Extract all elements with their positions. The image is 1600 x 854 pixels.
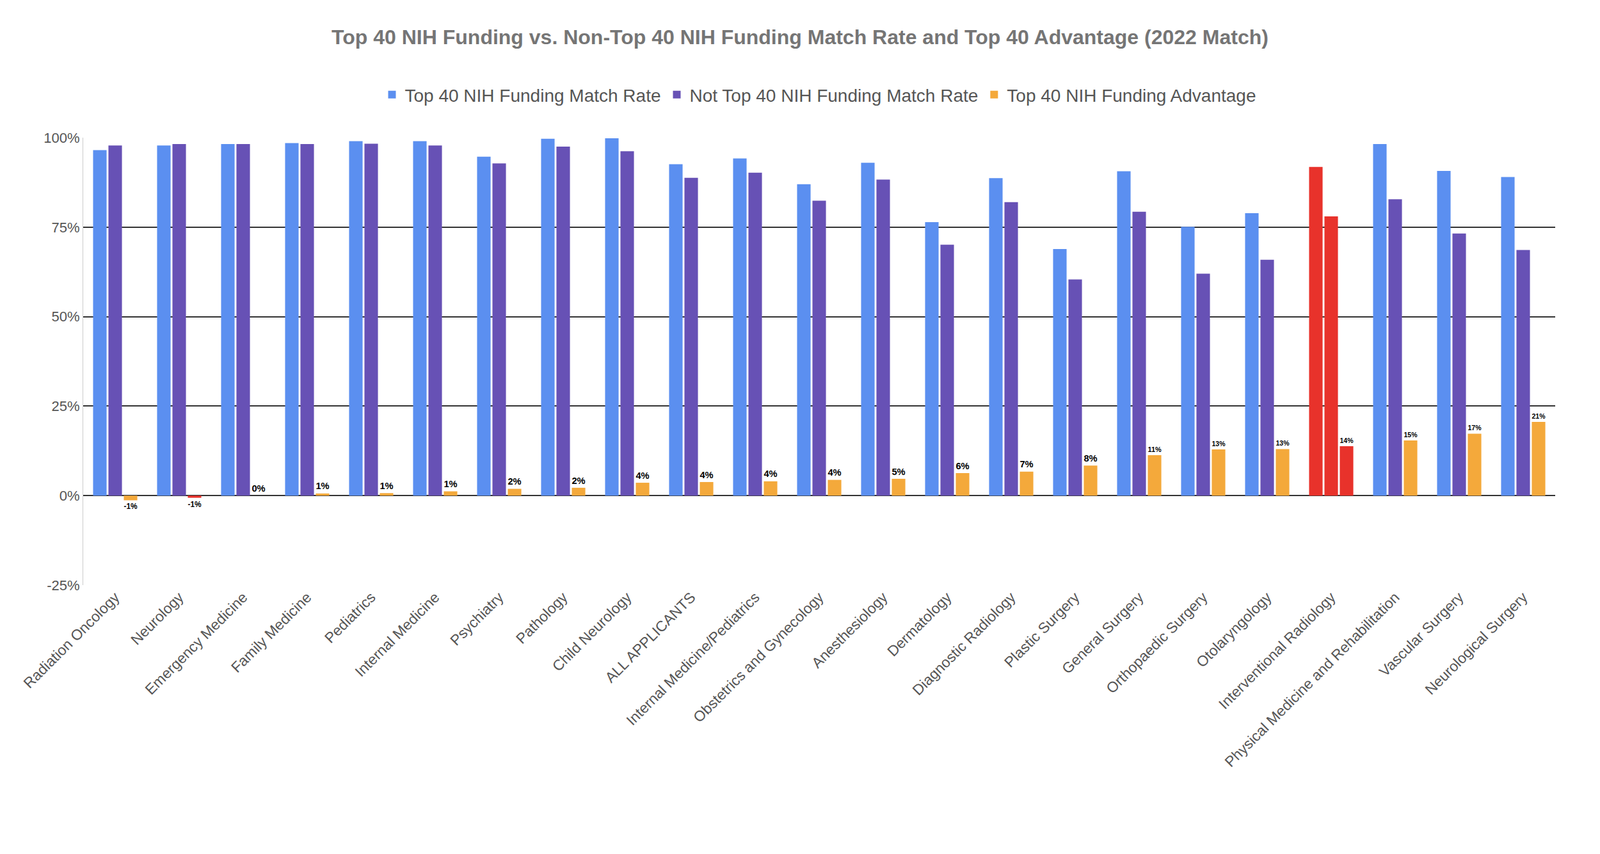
svg-text:17%: 17%	[1467, 423, 1482, 432]
svg-text:0%: 0%	[251, 483, 265, 494]
svg-text:4%: 4%	[635, 470, 649, 481]
svg-text:Vascular Surgery: Vascular Surgery	[1376, 588, 1467, 680]
svg-text:Top 40 NIH Funding vs. Non-Top: Top 40 NIH Funding vs. Non-Top 40 NIH Fu…	[331, 25, 1269, 49]
svg-text:11%: 11%	[1147, 445, 1161, 454]
svg-text:Top 40 NIH Funding Advantage: Top 40 NIH Funding Advantage	[1006, 85, 1256, 106]
svg-text:2%: 2%	[571, 475, 585, 486]
svg-text:Interventional Radiology: Interventional Radiology	[1215, 588, 1339, 712]
svg-text:Physical Medicine and Rehabili: Physical Medicine and Rehabilitation	[1221, 588, 1403, 770]
svg-text:5%: 5%	[891, 466, 905, 477]
svg-text:Pediatrics: Pediatrics	[321, 588, 379, 647]
svg-text:100%: 100%	[43, 129, 80, 146]
svg-text:Obstetrics and Gynecology: Obstetrics and Gynecology	[689, 588, 827, 726]
svg-text:1%: 1%	[379, 480, 393, 491]
svg-text:Orthopaedic Surgery: Orthopaedic Surgery	[1102, 588, 1211, 697]
svg-text:Dermatology: Dermatology	[883, 588, 955, 660]
svg-text:Internal Medicine/Pediatrics: Internal Medicine/Pediatrics	[623, 588, 763, 729]
svg-text:Anesthesiology: Anesthesiology	[808, 588, 891, 671]
svg-text:1%: 1%	[443, 478, 457, 489]
svg-text:0%: 0%	[59, 487, 80, 504]
svg-text:Diagnostic Radiology: Diagnostic Radiology	[908, 588, 1019, 699]
svg-text:6%: 6%	[955, 460, 969, 472]
svg-text:Not Top 40 NIH Funding Match R: Not Top 40 NIH Funding Match Rate	[689, 85, 978, 106]
svg-text:8%: 8%	[1083, 453, 1097, 464]
svg-text:15%: 15%	[1403, 430, 1418, 439]
svg-text:Neurology: Neurology	[127, 588, 187, 648]
svg-text:4%: 4%	[699, 469, 713, 480]
svg-text:Radiation Oncology: Radiation Oncology	[19, 588, 123, 692]
svg-text:Emergency Medicine: Emergency Medicine	[141, 588, 251, 698]
svg-text:1%: 1%	[315, 480, 329, 491]
svg-text:Pathology: Pathology	[512, 588, 571, 647]
svg-text:-1%: -1%	[123, 501, 138, 511]
svg-text:21%: 21%	[1531, 412, 1546, 420]
svg-text:14%: 14%	[1339, 436, 1354, 445]
svg-text:2%: 2%	[507, 476, 521, 487]
svg-text:7%: 7%	[1019, 458, 1033, 470]
svg-text:Family Medicine: Family Medicine	[227, 588, 315, 676]
svg-text:4%: 4%	[827, 467, 841, 478]
svg-text:13%: 13%	[1211, 439, 1226, 448]
svg-text:Psychiatry: Psychiatry	[446, 588, 507, 649]
svg-text:Top 40 NIH Funding Match Rate: Top 40 NIH Funding Match Rate	[405, 85, 662, 106]
svg-text:50%: 50%	[51, 308, 80, 325]
svg-text:Neurological Surgery: Neurological Surgery	[1421, 588, 1531, 698]
svg-text:25%: 25%	[51, 398, 80, 415]
svg-text:Plastic Surgery: Plastic Surgery	[1000, 588, 1083, 671]
svg-text:-25%: -25%	[46, 577, 80, 594]
svg-text:Child Neurology: Child Neurology	[549, 588, 635, 674]
svg-text:Internal Medicine: Internal Medicine	[351, 588, 443, 680]
svg-text:4%: 4%	[763, 468, 777, 479]
svg-text:ALL APPLICANTS: ALL APPLICANTS	[601, 588, 699, 687]
svg-text:13%: 13%	[1275, 439, 1290, 447]
svg-text:-1%: -1%	[187, 499, 202, 509]
svg-text:General Surgery: General Surgery	[1058, 588, 1147, 677]
svg-text:Otolaryngology: Otolaryngology	[1192, 588, 1275, 671]
svg-text:75%: 75%	[51, 219, 80, 236]
